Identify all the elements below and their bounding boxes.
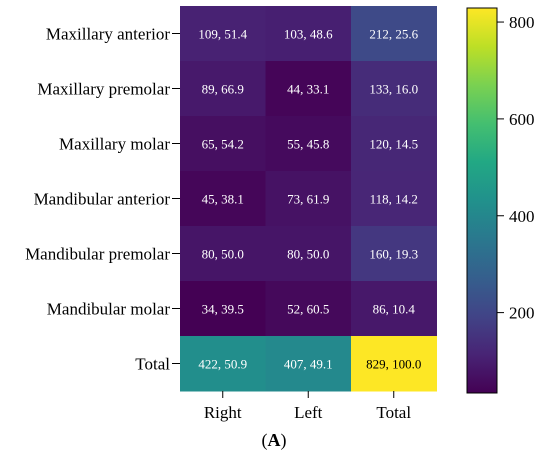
colorbar-tick-label: 200 bbox=[509, 304, 535, 323]
row-label: Mandibular molar bbox=[47, 300, 171, 319]
heatmap-cell bbox=[265, 171, 352, 227]
row-label: Mandibular anterior bbox=[34, 190, 171, 209]
panel-label: (A) bbox=[262, 430, 287, 451]
cell-label: 44, 33.1 bbox=[287, 82, 329, 97]
heatmap-cells: 109, 51.4 103, 48.6 212, 25.6 89, 66.9 44, 3… bbox=[180, 6, 437, 392]
heatmap-cell bbox=[180, 171, 266, 227]
row-label: Mandibular premolar bbox=[25, 245, 170, 264]
cell-label: 52, 60.5 bbox=[287, 302, 329, 317]
cell-label: 80, 50.0 bbox=[202, 247, 244, 262]
cell-label: 133, 16.0 bbox=[369, 82, 418, 97]
row-label: Maxillary anterior bbox=[46, 25, 170, 44]
heatmap-cell bbox=[265, 116, 352, 172]
cell-label: 73, 61.9 bbox=[287, 192, 329, 207]
heatmap-cell bbox=[351, 6, 437, 62]
cell-label: 829, 100.0 bbox=[366, 357, 421, 372]
column-labels: Right Left Total bbox=[204, 391, 411, 422]
cell-label: 45, 38.1 bbox=[202, 192, 244, 207]
heatmap-cell bbox=[265, 61, 352, 117]
column-label: Right bbox=[204, 403, 242, 422]
row-label: Maxillary premolar bbox=[37, 80, 170, 99]
colorbar-tick-label: 800 bbox=[509, 13, 535, 32]
cell-label: 109, 51.4 bbox=[198, 27, 247, 42]
colorbar: 200 400 600 800 bbox=[466, 7, 535, 394]
column-label: Total bbox=[376, 403, 411, 422]
cell-label: 120, 14.5 bbox=[369, 137, 418, 152]
heatmap-cell bbox=[180, 226, 266, 282]
cell-label: 65, 54.2 bbox=[202, 137, 244, 152]
heatmap-cell bbox=[351, 226, 437, 282]
row-label: Maxillary molar bbox=[59, 135, 170, 154]
heatmap-cell bbox=[180, 116, 266, 172]
heatmap-cell bbox=[180, 6, 266, 62]
cell-label: 103, 48.6 bbox=[284, 27, 333, 42]
heatmap-cell bbox=[180, 61, 266, 117]
heatmap-cell bbox=[265, 281, 352, 337]
heatmap-cell bbox=[351, 336, 437, 392]
cell-label: 89, 66.9 bbox=[202, 82, 244, 97]
colorbar-tick-label: 600 bbox=[509, 110, 535, 129]
cell-label: 212, 25.6 bbox=[369, 27, 418, 42]
column-label: Left bbox=[294, 403, 323, 422]
heatmap-cell bbox=[180, 281, 266, 337]
cell-label: 118, 14.2 bbox=[370, 192, 418, 207]
cell-label: 160, 19.3 bbox=[369, 247, 418, 262]
cell-label: 80, 50.0 bbox=[287, 247, 329, 262]
heatmap-cell bbox=[351, 171, 437, 227]
colorbar-gradient bbox=[466, 7, 498, 394]
cell-label: 34, 39.5 bbox=[202, 302, 244, 317]
cell-label: 422, 50.9 bbox=[198, 357, 247, 372]
colorbar-tick-label: 400 bbox=[509, 207, 535, 226]
row-labels: Maxillary anterior Maxillary premolar Maxi… bbox=[25, 25, 180, 374]
heatmap-cell bbox=[351, 61, 437, 117]
heatmap-cell bbox=[351, 281, 437, 337]
cell-label: 55, 45.8 bbox=[287, 137, 329, 152]
heatmap-cell bbox=[180, 336, 266, 392]
heatmap-cell bbox=[351, 116, 437, 172]
heatmap-cell bbox=[265, 336, 352, 392]
heatmap-cell bbox=[265, 6, 352, 62]
row-label: Total bbox=[135, 355, 170, 374]
heatmap-cell bbox=[265, 226, 352, 282]
cell-label: 86, 10.4 bbox=[373, 302, 416, 317]
cell-label: 407, 49.1 bbox=[284, 357, 333, 372]
